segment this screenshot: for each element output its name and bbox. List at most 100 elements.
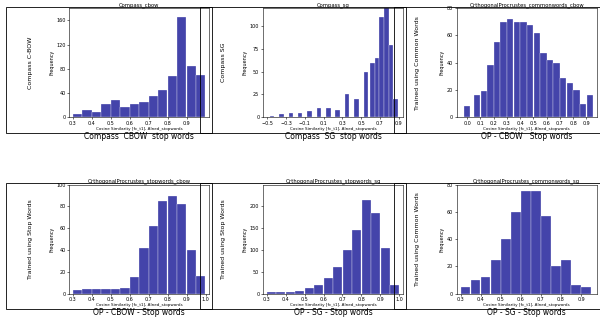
X-axis label: Cosine Similarity [fc_t1], Alned_stopwords: Cosine Similarity [fc_t1], Alned_stopwor… (290, 127, 376, 131)
Bar (345, 94, 349, 117)
Bar (541, 216, 551, 294)
Text: OP - SG - Stop words: OP - SG - Stop words (487, 308, 566, 317)
Bar (507, 19, 514, 117)
Text: Trained using Stop Words: Trained using Stop Words (221, 199, 226, 279)
Bar (111, 100, 120, 117)
Bar (101, 104, 110, 117)
Bar (491, 259, 500, 294)
Bar (379, 17, 384, 117)
Bar (149, 226, 158, 294)
Y-axis label: Frequency: Frequency (49, 226, 54, 252)
Bar (317, 108, 321, 117)
Bar (307, 111, 312, 117)
Bar (514, 22, 520, 117)
Bar (394, 99, 398, 117)
Bar (111, 289, 120, 294)
Bar (298, 113, 302, 117)
Bar (474, 95, 480, 117)
Title: Compass_cbow: Compass_cbow (119, 2, 160, 8)
Bar (178, 17, 187, 117)
Bar (333, 267, 342, 294)
Bar (531, 192, 541, 294)
Text: Trained using Common Words: Trained using Common Words (415, 192, 420, 286)
Text: OP - CBOW - Stop words: OP - CBOW - Stop words (94, 308, 185, 317)
Bar (500, 22, 507, 117)
Bar (370, 63, 374, 117)
Bar (520, 22, 527, 117)
Bar (276, 292, 286, 294)
Title: OrthogonalProcrustes_stopwords_cbow: OrthogonalProcrustes_stopwords_cbow (88, 178, 191, 184)
Bar (314, 285, 323, 294)
Bar (540, 53, 547, 117)
Bar (158, 201, 167, 294)
Bar (168, 76, 177, 117)
Bar (573, 90, 580, 117)
Bar (92, 112, 101, 117)
Bar (571, 285, 581, 294)
Title: OrthogonalProcrustes_commonwords_sg: OrthogonalProcrustes_commonwords_sg (473, 178, 580, 184)
Bar (553, 63, 560, 117)
Text: OP - CBOW   Stop words: OP - CBOW Stop words (481, 132, 572, 141)
X-axis label: Cosine Similarity [fc_t1], Alned_stopwords: Cosine Similarity [fc_t1], Alned_stopwor… (484, 303, 570, 307)
Bar (389, 45, 393, 117)
Bar (354, 99, 359, 117)
Bar (566, 83, 573, 117)
Bar (158, 91, 167, 117)
Y-axis label: Frequency: Frequency (49, 50, 54, 75)
Bar (270, 116, 274, 117)
Text: Compass  SG  stop words: Compass SG stop words (284, 132, 382, 141)
Bar (73, 290, 82, 294)
X-axis label: Cosine Similarity [fc_t1], Alned_stopwords: Cosine Similarity [fc_t1], Alned_stopwor… (484, 127, 570, 131)
Bar (130, 104, 139, 117)
Bar (92, 289, 101, 294)
Bar (380, 248, 390, 294)
Bar (82, 289, 92, 294)
Text: Compass SG: Compass SG (221, 43, 226, 82)
Bar (352, 230, 361, 294)
Bar (121, 107, 130, 117)
Bar (73, 114, 82, 117)
Text: Compass C-BOW: Compass C-BOW (28, 36, 32, 89)
Bar (279, 114, 284, 117)
Bar (362, 200, 371, 294)
Bar (561, 259, 571, 294)
X-axis label: Cosine Similarity [fc_t1], Alned_stopwords: Cosine Similarity [fc_t1], Alned_stopwor… (290, 303, 376, 307)
Y-axis label: Frequency: Frequency (243, 226, 248, 252)
Bar (343, 250, 352, 294)
Bar (335, 110, 340, 117)
Bar (464, 106, 470, 117)
Title: OrthogonalProcrustes_stopwords_sg: OrthogonalProcrustes_stopwords_sg (285, 178, 381, 184)
Bar (324, 278, 333, 294)
Bar (286, 292, 295, 294)
Bar (364, 72, 368, 117)
Bar (461, 287, 470, 294)
Text: Trained using Stop Words: Trained using Stop Words (28, 199, 32, 279)
Bar (481, 277, 490, 294)
Title: Compass_sg: Compass_sg (317, 2, 349, 8)
Bar (149, 96, 158, 117)
Bar (101, 289, 110, 294)
Bar (527, 25, 533, 117)
Bar (267, 292, 276, 294)
Y-axis label: Frequency: Frequency (440, 50, 445, 75)
Bar (326, 108, 331, 117)
Bar (390, 285, 399, 294)
X-axis label: Cosine Similarity [fc_t1], Alned_stopwords: Cosine Similarity [fc_t1], Alned_stopwor… (96, 303, 182, 307)
Bar (139, 248, 149, 294)
Bar (511, 212, 521, 294)
Bar (82, 110, 92, 117)
Bar (121, 288, 130, 294)
Bar (471, 280, 481, 294)
Bar (178, 204, 187, 294)
Bar (560, 78, 566, 117)
Bar (196, 276, 205, 294)
Bar (547, 60, 553, 117)
Text: OP - SG - Stop words: OP - SG - Stop words (293, 308, 373, 317)
Bar (305, 288, 314, 294)
Bar (533, 33, 540, 117)
Bar (168, 195, 177, 294)
Text: Compass  CBOW  stop words: Compass CBOW stop words (84, 132, 194, 141)
Bar (371, 213, 380, 294)
Bar (384, 8, 389, 117)
Title: OrthogonalProcrustes_commonwords_cbow: OrthogonalProcrustes_commonwords_cbow (469, 2, 584, 8)
